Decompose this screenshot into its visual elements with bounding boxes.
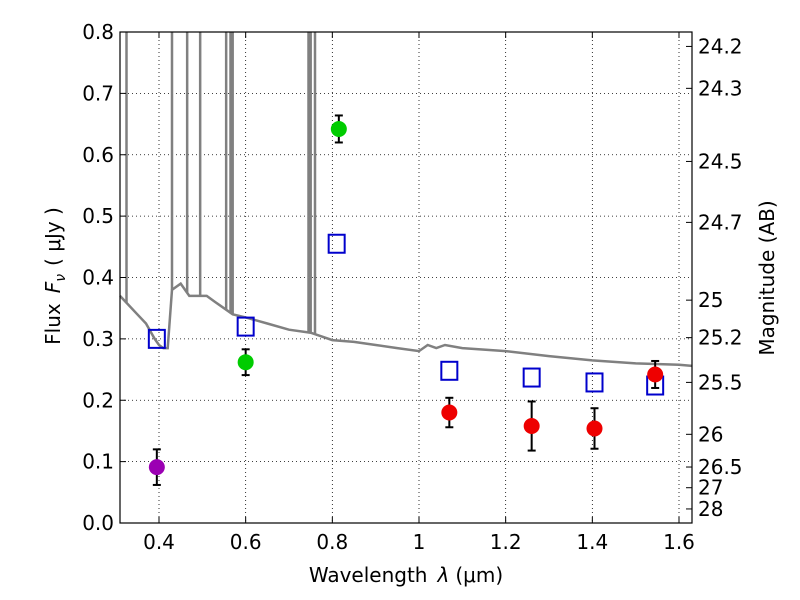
grid-lines: [120, 31, 692, 524]
magnitude-tick-label: 26.5: [698, 455, 743, 479]
y-tick-label: 0.4: [82, 266, 114, 290]
magnitude-tick-label: 25.2: [698, 326, 743, 350]
magnitude-tick-label: 24.2: [698, 34, 743, 58]
magnitude-tick-label: 25.5: [698, 370, 743, 394]
model-band-square: [236, 316, 255, 337]
magnitude-tick-label: 24.7: [698, 210, 743, 234]
x-tick-label: 0.4: [143, 530, 175, 554]
x-tick-label: 0.6: [230, 530, 262, 554]
model-band-square: [147, 328, 166, 349]
y-axis-label: FluxFν( μJy ): [41, 207, 69, 345]
x-tick-label: 1.2: [490, 530, 522, 554]
y-tick-label: 0.7: [82, 81, 114, 105]
observed-point: [523, 418, 540, 435]
y-tick-label: 0.6: [82, 143, 114, 167]
x-tick-label: 0.8: [316, 530, 348, 554]
observed-point: [330, 120, 347, 137]
y-tick-label: 0.1: [82, 450, 114, 474]
magnitude-tick-label: 26: [698, 422, 723, 446]
model-line-spikes: [125, 32, 317, 335]
x-tick-label: 1.4: [576, 530, 608, 554]
x-tick-label: 1.6: [663, 530, 695, 554]
observed-points: [148, 114, 664, 486]
observed-point: [148, 459, 165, 476]
model-band-square: [585, 372, 604, 393]
y-tick-label: 0.0: [82, 511, 114, 535]
magnitude-tick-label: 27: [698, 476, 723, 500]
observed-point: [237, 354, 254, 371]
model-band-square: [522, 367, 541, 388]
model-band-square: [440, 360, 459, 381]
y-tick-label: 0.3: [82, 327, 114, 351]
observed-point: [586, 420, 603, 437]
y2-axis-label: Magnitude (AB): [755, 200, 779, 355]
observed-point: [441, 404, 458, 421]
y-tick-label: 0.2: [82, 388, 114, 412]
model-sed-line: [119, 281, 693, 368]
y-tick-label: 0.5: [82, 204, 114, 228]
magnitude-tick-label: 24.5: [698, 149, 743, 173]
observed-point: [647, 366, 664, 383]
axis-ticks: 0.4 0.6 0.8 1 1.2 1.4 1.6 0.0 0.1 0.2 0.3 0.4 0.5 0.6…: [82, 20, 742, 554]
y-tick-label: 0.8: [82, 20, 114, 44]
magnitude-tick-label: 25: [698, 288, 723, 312]
model-band-square: [327, 233, 346, 254]
magnitude-tick-label: 24.3: [698, 76, 743, 100]
plot-frame: [119, 31, 693, 524]
x-tick-label: 1: [413, 530, 426, 554]
x-axis-label: Wavelength λ (μm): [309, 563, 503, 587]
magnitude-tick-label: 28: [698, 497, 723, 521]
